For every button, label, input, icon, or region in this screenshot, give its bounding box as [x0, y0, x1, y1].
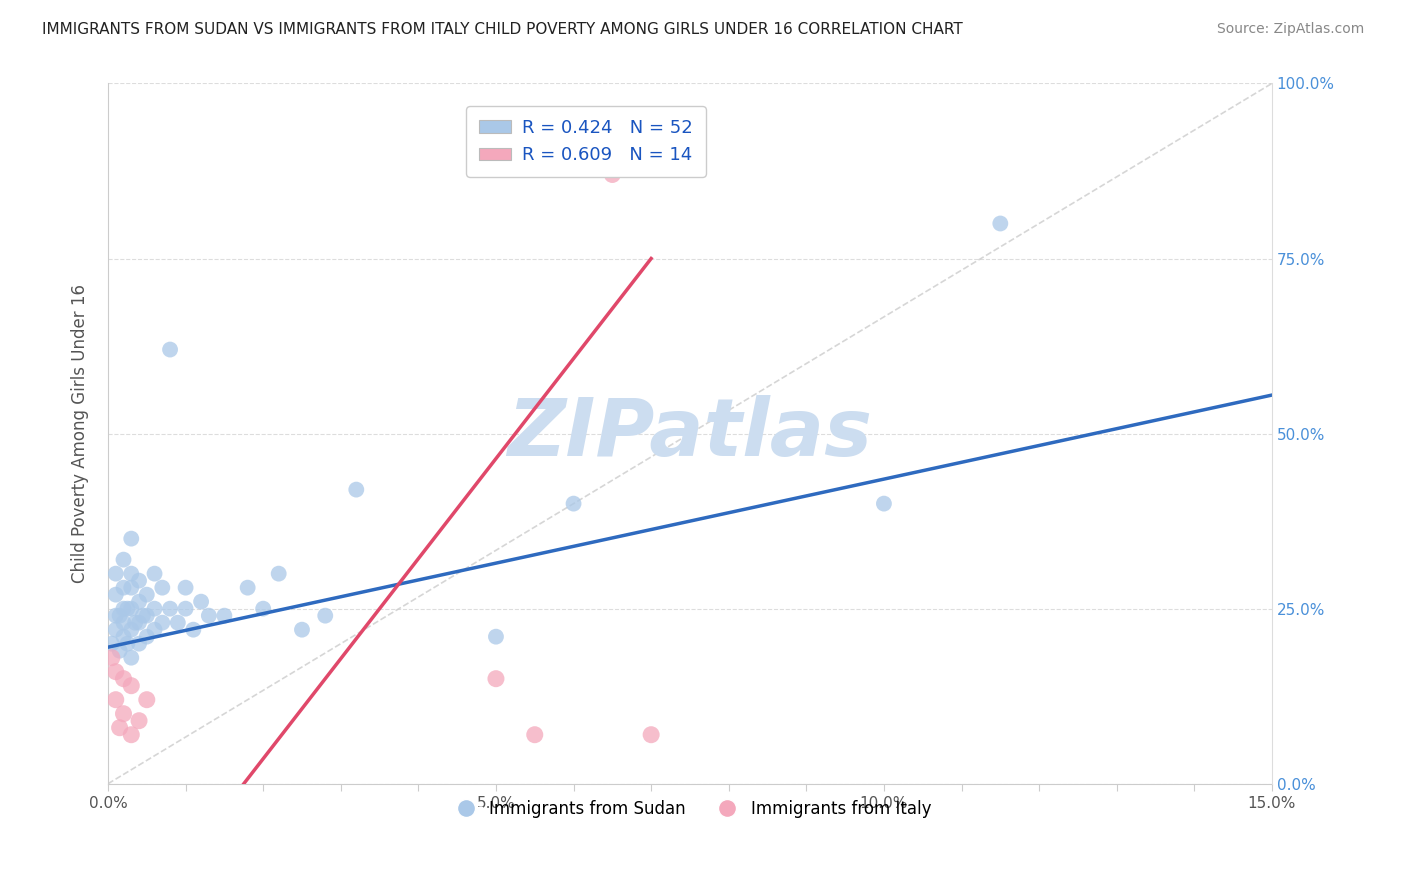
- Point: [120, 623, 142, 637]
- Point: [314, 608, 336, 623]
- Point: [112, 581, 135, 595]
- Point: [214, 608, 236, 623]
- Legend: Immigrants from Sudan, Immigrants from Italy: Immigrants from Sudan, Immigrants from I…: [443, 793, 938, 824]
- Point: [112, 552, 135, 566]
- Point: [104, 665, 127, 679]
- Point: [120, 566, 142, 581]
- Point: [602, 168, 624, 182]
- Point: [128, 714, 150, 728]
- Point: [135, 692, 157, 706]
- Point: [128, 595, 150, 609]
- Point: [112, 672, 135, 686]
- Point: [291, 623, 314, 637]
- Point: [190, 595, 212, 609]
- Point: [988, 217, 1011, 231]
- Point: [252, 601, 274, 615]
- Point: [344, 483, 367, 497]
- Point: [104, 588, 127, 602]
- Point: [104, 623, 127, 637]
- Y-axis label: Child Poverty Among Girls Under 16: Child Poverty Among Girls Under 16: [72, 284, 89, 583]
- Point: [120, 650, 142, 665]
- Point: [104, 692, 127, 706]
- Point: [117, 637, 139, 651]
- Point: [112, 706, 135, 721]
- Point: [143, 566, 166, 581]
- Point: [120, 581, 142, 595]
- Point: [183, 623, 205, 637]
- Point: [128, 615, 150, 630]
- Point: [159, 601, 181, 615]
- Point: [236, 581, 259, 595]
- Point: [112, 615, 135, 630]
- Point: [135, 588, 157, 602]
- Point: [166, 615, 188, 630]
- Point: [150, 581, 173, 595]
- Point: [159, 343, 181, 357]
- Point: [640, 728, 662, 742]
- Point: [523, 728, 546, 742]
- Point: [117, 601, 139, 615]
- Point: [267, 566, 290, 581]
- Point: [101, 637, 124, 651]
- Point: [120, 601, 142, 615]
- Point: [143, 601, 166, 615]
- Point: [120, 728, 142, 742]
- Point: [128, 574, 150, 588]
- Point: [143, 623, 166, 637]
- Text: IMMIGRANTS FROM SUDAN VS IMMIGRANTS FROM ITALY CHILD POVERTY AMONG GIRLS UNDER 1: IMMIGRANTS FROM SUDAN VS IMMIGRANTS FROM…: [42, 22, 963, 37]
- Point: [112, 630, 135, 644]
- Point: [124, 615, 146, 630]
- Point: [174, 601, 197, 615]
- Point: [873, 497, 896, 511]
- Point: [108, 608, 131, 623]
- Point: [120, 532, 142, 546]
- Point: [150, 615, 173, 630]
- Point: [108, 643, 131, 657]
- Point: [112, 601, 135, 615]
- Point: [132, 608, 155, 623]
- Point: [485, 672, 508, 686]
- Point: [104, 566, 127, 581]
- Point: [120, 679, 142, 693]
- Point: [128, 637, 150, 651]
- Point: [174, 581, 197, 595]
- Text: Source: ZipAtlas.com: Source: ZipAtlas.com: [1216, 22, 1364, 37]
- Point: [485, 630, 508, 644]
- Point: [101, 650, 124, 665]
- Point: [135, 608, 157, 623]
- Point: [562, 497, 585, 511]
- Point: [104, 608, 127, 623]
- Point: [198, 608, 221, 623]
- Point: [135, 630, 157, 644]
- Point: [108, 721, 131, 735]
- Text: ZIPatlas: ZIPatlas: [508, 394, 873, 473]
